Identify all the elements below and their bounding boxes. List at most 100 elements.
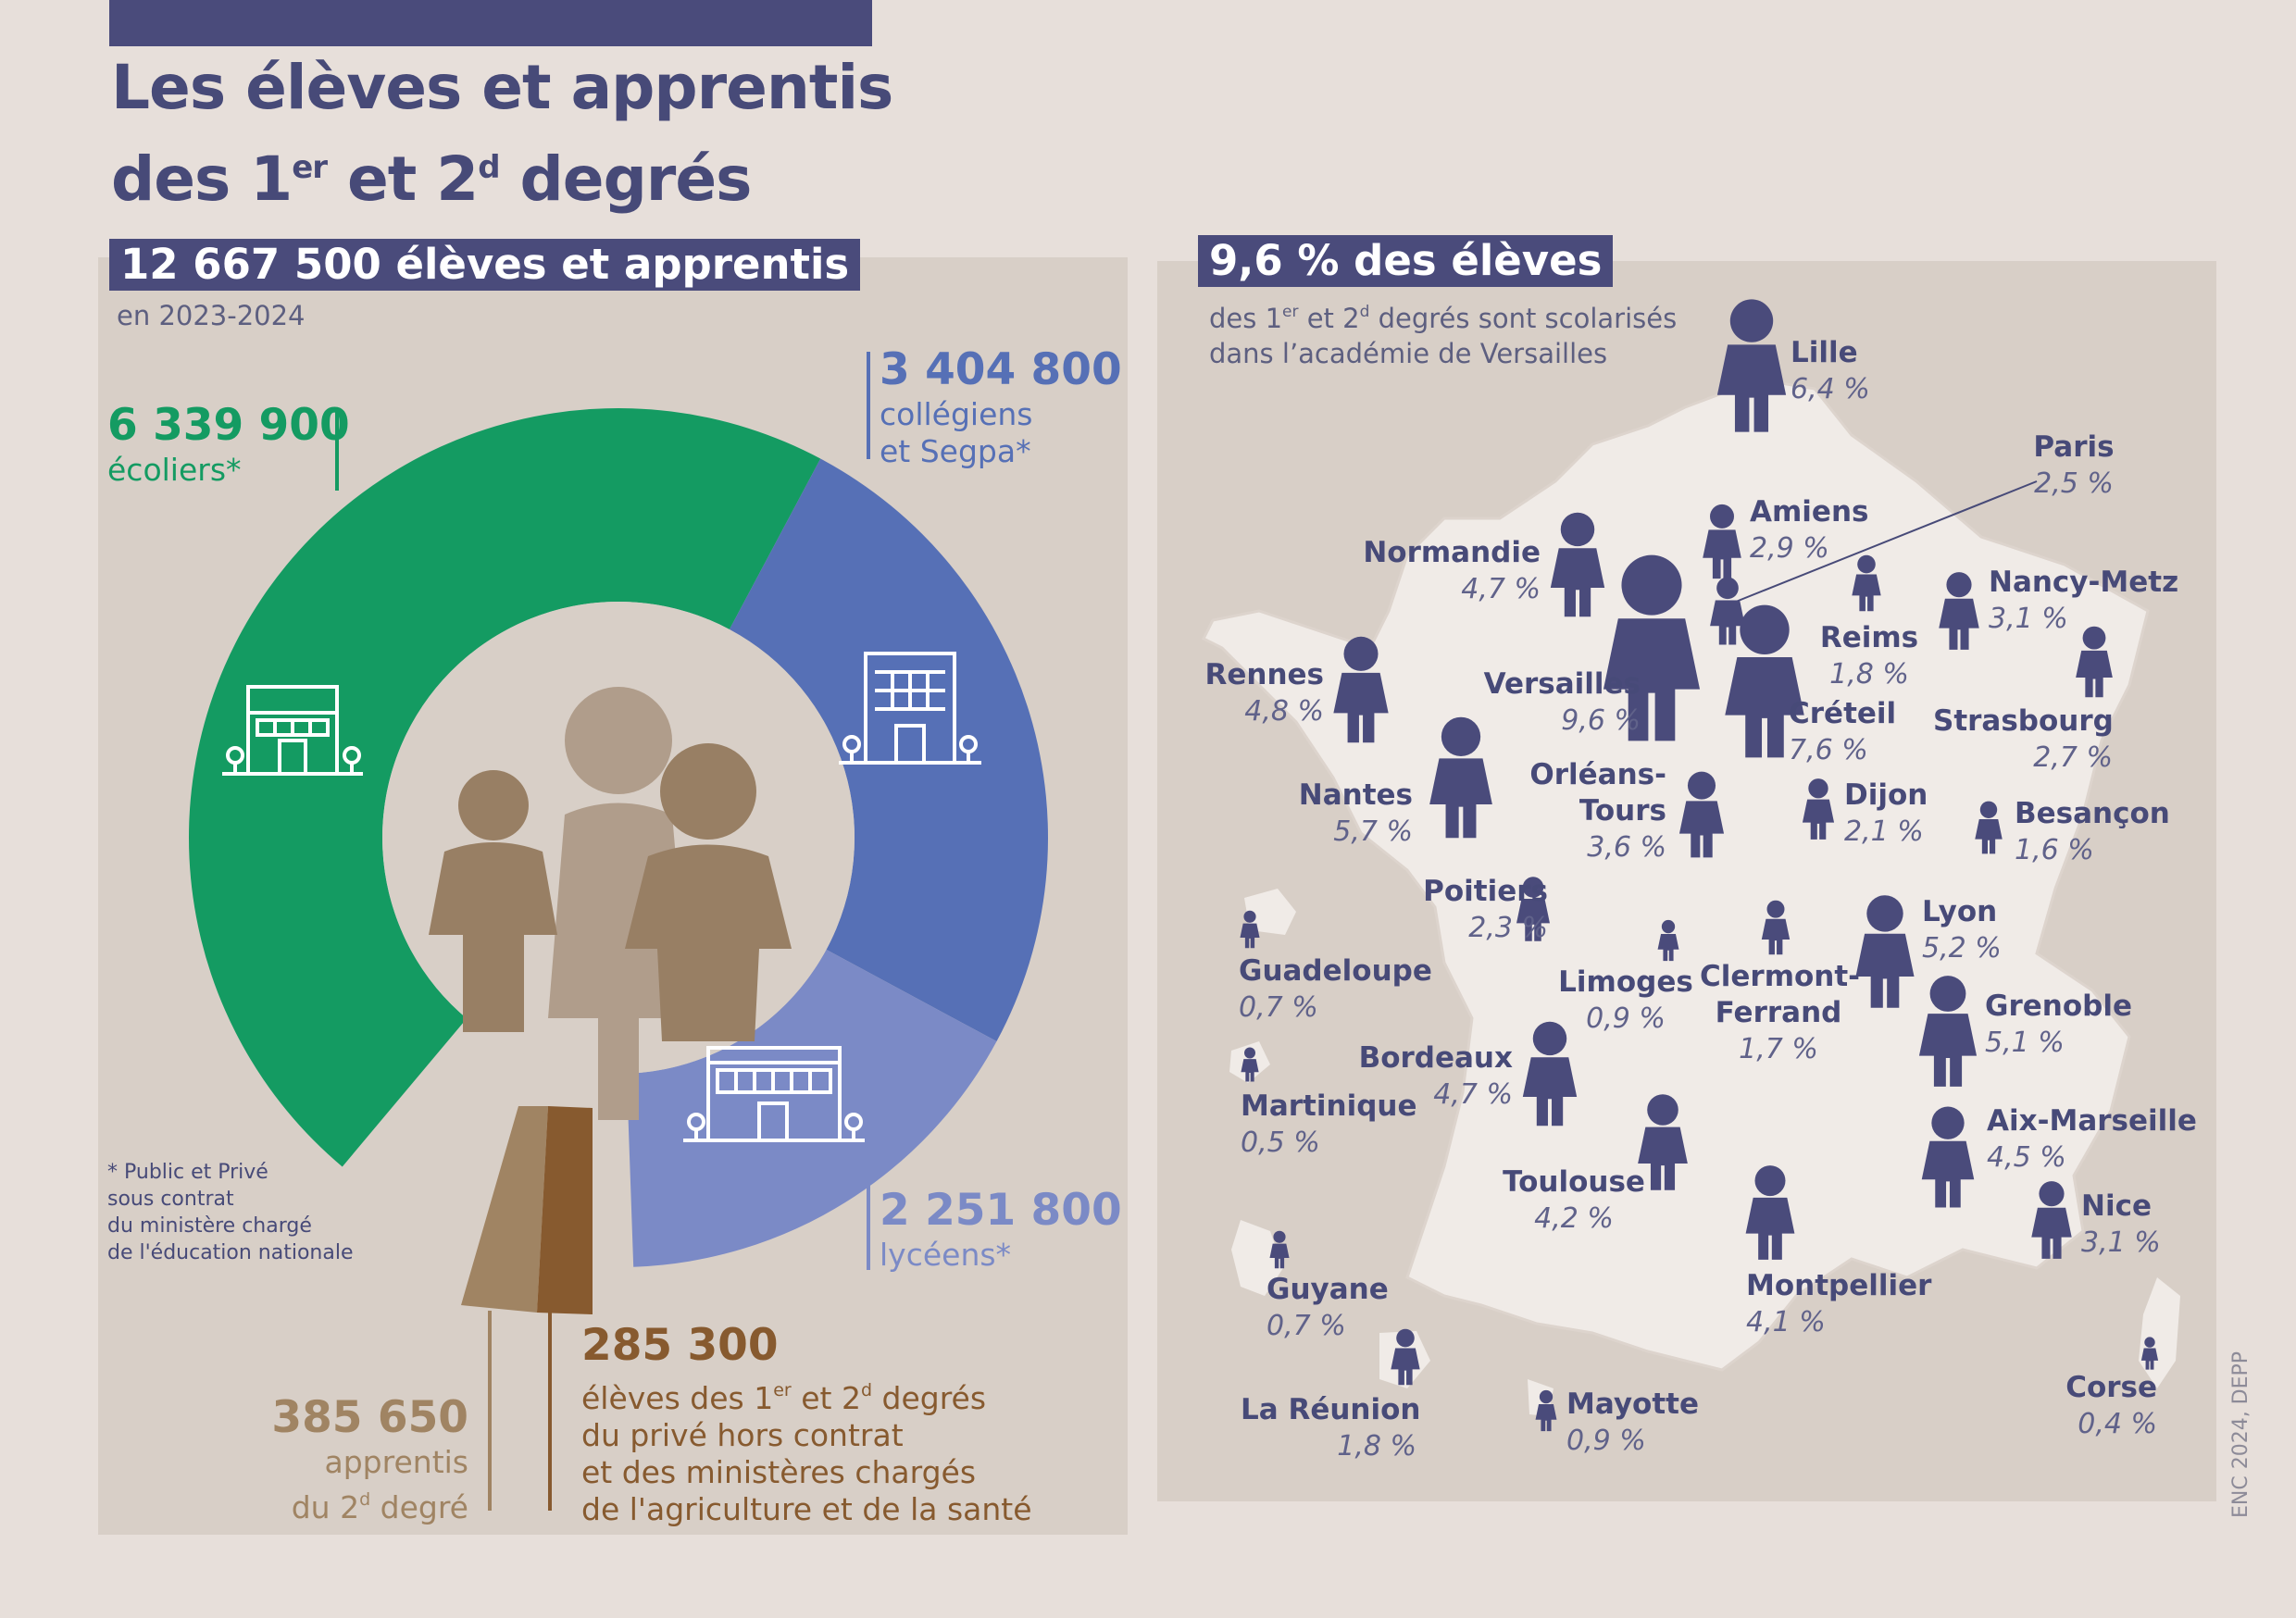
- city-value: 4,8 %: [1244, 695, 1324, 728]
- city-normandie: Normandie 4,7 %: [1359, 535, 1541, 607]
- city-value: 4,2 %: [1534, 1202, 1614, 1235]
- city-name: Bordeaux: [1358, 1041, 1513, 1075]
- city-rennes: Rennes 4,8 %: [1194, 657, 1324, 729]
- name-prive-1: élèves des 1er et 2d degrés: [581, 1372, 1032, 1417]
- person-figure-montpellier: [1745, 1165, 1795, 1260]
- person-figure-larunion: [1391, 1328, 1420, 1386]
- teen-body: [625, 844, 792, 1041]
- city-grenoble: Grenoble 5,1 %: [1985, 989, 2132, 1061]
- title-text: degrés: [499, 143, 753, 215]
- left-headline: 12 667 500 élèves et apprentis: [109, 239, 861, 291]
- left-subtitle: en 2023-2024: [117, 300, 306, 331]
- city-bordeaux: Bordeaux 4,7 %: [1348, 1040, 1513, 1113]
- france-mainland: [1201, 378, 2150, 1372]
- child-head-left: [458, 770, 529, 840]
- footnote-line: sous contrat: [107, 1188, 234, 1211]
- person-figure-strasbourg: [2076, 626, 2113, 698]
- city-value: 0,5 %: [1241, 1126, 1320, 1159]
- city-name: Versailles: [1483, 667, 1641, 701]
- city-paris: Paris 2,5 %: [2028, 429, 2120, 502]
- city-name: Toulouse: [1503, 1165, 1645, 1199]
- sup: d: [1359, 303, 1370, 321]
- footnote-line: du ministère chargé: [107, 1214, 312, 1238]
- city-name: Martinique: [1241, 1089, 1417, 1123]
- name-lycees: lycéens*: [880, 1237, 1012, 1273]
- paris-leader-line: [1730, 480, 2038, 604]
- city-name: Dijon: [1844, 778, 1928, 812]
- city-value: 0,7 %: [1239, 991, 1318, 1024]
- leader-line-colleges: [867, 352, 870, 459]
- header-bar: [109, 0, 872, 46]
- person-figure-grenoble: [1918, 976, 1978, 1087]
- donut-slice-lycees: [626, 949, 997, 1267]
- guyane-shape: [1231, 1220, 1283, 1296]
- city-poitiers: Poitiers 2,3 %: [1365, 874, 1548, 946]
- city-reims: Reims 1,8 %: [1809, 620, 1929, 692]
- city-value: 1,6 %: [2015, 834, 2094, 866]
- city-name: Nice: [2081, 1189, 2152, 1223]
- text: du 2: [291, 1489, 360, 1525]
- right-subtitle-line-1: des 1er et 2d degrés sont scolarisés: [1209, 294, 1677, 336]
- city-orleans-tours: Orléans-Tours 3,6 %: [1518, 757, 1666, 865]
- city-nice: Nice 3,1 %: [2081, 1189, 2161, 1261]
- city-name: Strasbourg: [1933, 704, 2114, 738]
- value-colleges: 3 404 800: [880, 344, 1122, 395]
- person-figure-bordeaux: [1522, 1021, 1578, 1126]
- city-value: 6,4 %: [1791, 373, 1870, 405]
- text: élèves des 1: [581, 1380, 774, 1416]
- person-figure-poitiers: [1516, 877, 1550, 941]
- city-value: 9,6 %: [1561, 704, 1641, 737]
- value-apprentis: 385 650: [271, 1392, 468, 1443]
- title-sup: d: [478, 149, 500, 186]
- text: et 2: [1298, 303, 1360, 334]
- name-prive-2: du privé hors contrat: [581, 1417, 904, 1453]
- person-figure-lyon: [1855, 895, 1915, 1008]
- city-name: Besançon: [2015, 797, 2170, 830]
- person-figure-nancymetz: [1939, 572, 1979, 650]
- footnote-line: de l'éducation nationale: [107, 1241, 354, 1264]
- donut-slices: [189, 408, 1049, 1314]
- text: des 1: [1209, 303, 1283, 334]
- person-figure-besanon: [1975, 801, 2003, 854]
- name-prive-3: et des ministères chargés: [581, 1454, 977, 1490]
- label-ecoliers: 6 339 900 écoliers*: [107, 400, 350, 489]
- city-nantes: Nantes 5,7 %: [1278, 778, 1413, 850]
- label-apprentis: 385 650 apprentis du 2d degré: [243, 1392, 468, 1526]
- value-ecoliers: 6 339 900: [107, 400, 350, 451]
- title-line-1: Les élèves et apprentis: [111, 52, 893, 123]
- footnote-line: * Public et Privé: [107, 1161, 268, 1184]
- college-building-icon: [839, 652, 981, 765]
- title-sup: er: [292, 149, 328, 186]
- label-colleges: 3 404 800 collégiens et Segpa*: [880, 344, 1122, 470]
- city-reunion: La Réunion 1,8 %: [1241, 1392, 1421, 1464]
- city-name: Orléans-Tours: [1529, 758, 1666, 828]
- leader-line-prive: [548, 1311, 552, 1511]
- page-title: Les élèves et apprentis des 1er et 2d de…: [111, 48, 893, 219]
- name-prive-4: de l'agriculture et de la santé: [581, 1491, 1032, 1527]
- city-value: 2,7 %: [2033, 741, 2113, 774]
- person-figure-guadeloupe: [1240, 910, 1260, 949]
- person-figure-reims: [1852, 554, 1881, 612]
- city-toulouse: Toulouse 4,2 %: [1500, 1164, 1648, 1237]
- city-nancy-metz: Nancy-Metz 3,1 %: [1989, 565, 2178, 637]
- child-body-left: [429, 842, 557, 1032]
- city-value: 4,5 %: [1987, 1141, 2066, 1174]
- title-text: des 1: [111, 143, 293, 215]
- city-value: 4,7 %: [1433, 1078, 1513, 1111]
- text: degrés sont scolarisés: [1369, 303, 1678, 334]
- city-value: 4,7 %: [1461, 573, 1541, 605]
- city-value: 3,6 %: [1587, 831, 1666, 864]
- city-guyane: Guyane 0,7 %: [1267, 1272, 1389, 1344]
- donut-chart: [189, 352, 1049, 1511]
- city-besancon: Besançon 1,6 %: [2015, 796, 2170, 868]
- city-name: Rennes: [1204, 658, 1324, 691]
- city-name: Mayotte: [1566, 1388, 1699, 1421]
- city-versailles: Versailles 9,6 %: [1481, 666, 1641, 739]
- family-icon: [429, 687, 792, 1120]
- city-name: La Réunion: [1241, 1393, 1421, 1426]
- person-figure-martinique: [1241, 1047, 1259, 1082]
- right-headline: 9,6 % des élèves: [1198, 235, 1614, 287]
- city-name: Amiens: [1750, 495, 1869, 529]
- leader-line-lycees: [867, 1168, 870, 1270]
- value-lycees: 2 251 800: [880, 1185, 1122, 1236]
